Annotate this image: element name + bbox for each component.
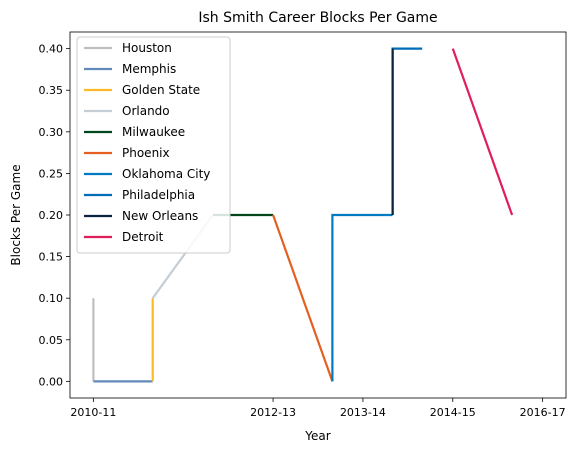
x-tick-label: 2013-14: [340, 406, 386, 419]
legend-label: Detroit: [122, 230, 164, 244]
y-tick-label: 0.00: [39, 375, 64, 388]
legend-label: Phoenix: [122, 146, 170, 160]
series-line-6: [331, 213, 393, 382]
legend-label: Golden State: [122, 83, 200, 97]
x-axis-ticks: 2010-11 2012-13 2013-14 2014-15 2016-17: [70, 398, 566, 419]
x-axis-label: Year: [304, 429, 330, 443]
legend: Houston Memphis Golden State Orlando Milwauk…: [76, 36, 231, 254]
legend-label: Oklahoma City: [122, 167, 210, 181]
legend-box: [76, 36, 231, 254]
series-line-7: [391, 47, 423, 215]
legend-label: Houston: [122, 41, 172, 55]
y-tick-label: 0.40: [39, 43, 64, 56]
y-tick-label: 0.25: [39, 167, 64, 180]
legend-label: Milwaukee: [122, 125, 185, 139]
y-tick-label: 0.15: [39, 251, 64, 264]
y-tick-label: 0.30: [39, 126, 64, 139]
y-tick-label: 0.10: [39, 292, 64, 305]
x-tick-label: 2014-15: [430, 406, 476, 419]
x-tick-label: 2016-17: [520, 406, 566, 419]
legend-label: Orlando: [122, 104, 170, 118]
series-line-5: [272, 214, 334, 382]
y-axis-label: Blocks Per Game: [9, 164, 23, 265]
x-tick-label: 2010-11: [70, 406, 116, 419]
y-tick-label: 0.20: [39, 209, 64, 222]
series-layer: [92, 47, 514, 383]
y-axis-ticks: 0.00 0.05 0.10 0.15 0.20 0.25 0.30 0.35 0.40: [39, 43, 70, 388]
y-tick-label: 0.05: [39, 334, 64, 347]
legend-label: Memphis: [122, 62, 176, 76]
legend-label: New Orleans: [122, 209, 198, 223]
chart-title: Ish Smith Career Blocks Per Game: [198, 10, 437, 26]
y-tick-label: 0.35: [39, 84, 64, 97]
x-tick-label: 2012-13: [250, 406, 296, 419]
legend-label: Philadelphia: [122, 188, 195, 202]
series-line-9: [451, 48, 514, 216]
